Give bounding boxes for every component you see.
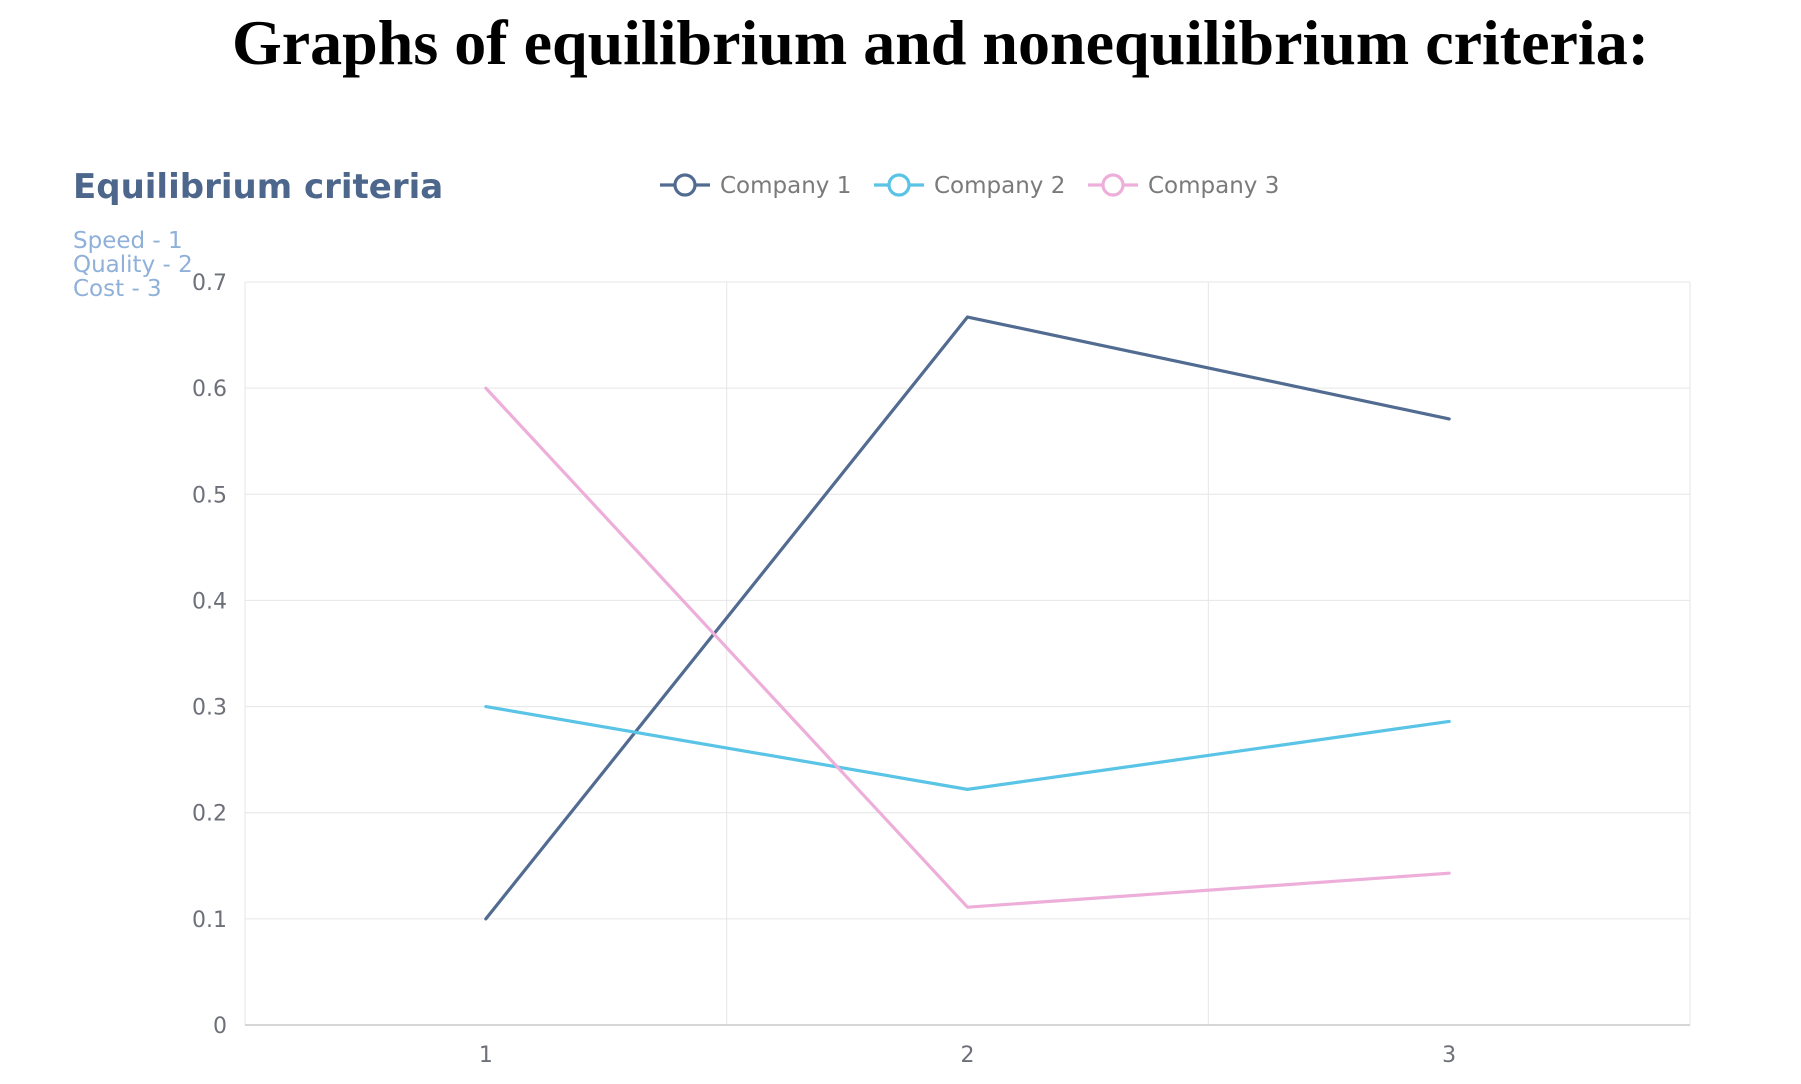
subtitle-line-2: Quality - 2 [73,252,193,278]
legend-label: Company 1 [720,173,851,199]
legend-item-company-1[interactable]: Company 1 [660,173,851,199]
y-tick-label: 0.4 [192,589,227,614]
y-tick-label: 0.1 [192,908,227,933]
series-line-company-1 [484,315,1451,921]
legend-label: Company 2 [934,173,1065,199]
y-tick-label: 0.6 [192,377,227,402]
subtitle-line-3: Cost - 3 [73,276,162,302]
legend[interactable]: Company 1 Company 2 Company 3 [660,173,1279,199]
page-heading: Graphs of equilibrium and nonequilibrium… [231,7,1650,78]
y-tick-label: 0.3 [192,696,227,721]
series-line-company-2 [484,704,1451,791]
x-tick-label: 3 [1442,1043,1456,1068]
legend-circle-icon [673,173,697,197]
series-lines [484,315,1451,921]
y-tick-label: 0.2 [192,802,227,827]
y-tick-label: 0 [213,1014,227,1039]
y-tick-label: 0.5 [192,483,227,508]
axes: 0 0.1 0.2 0.3 0.4 0.5 0.6 0.7 1 2 3 [192,271,1690,1068]
x-tick-label: 1 [479,1043,493,1068]
legend-item-company-2[interactable]: Company 2 [874,173,1065,199]
grid [244,281,1691,1025]
subtitle-line-1: Speed - 1 [73,228,183,254]
legend-item-company-3[interactable]: Company 3 [1088,173,1279,199]
legend-label: Company 3 [1148,173,1279,199]
x-tick-label: 2 [961,1043,975,1068]
chart-title: Equilibrium criteria [73,167,443,207]
series-line-company-3 [484,386,1451,909]
legend-circle-icon [1101,173,1125,197]
y-tick-label: 0.7 [192,271,227,296]
legend-circle-icon [887,173,911,197]
